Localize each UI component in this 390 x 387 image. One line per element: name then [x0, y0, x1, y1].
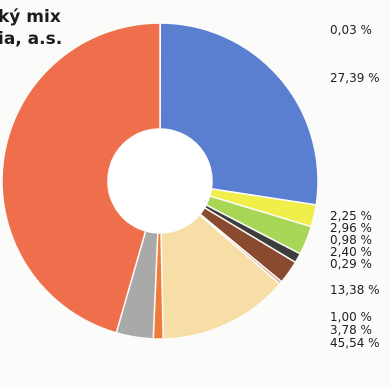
slice-label-7: 13,38 %: [330, 283, 380, 297]
chart-title: ký mix ia, a.s.: [0, 6, 94, 50]
slice-label-4: 0,98 %: [330, 233, 372, 247]
slice-label-5: 2,40 %: [330, 245, 372, 259]
slice-label-8: 1,00 %: [330, 310, 372, 324]
donut-hole: [108, 129, 212, 233]
slice-label-0: 0,03 %: [330, 23, 372, 37]
chart-title-line-1: ký mix: [0, 7, 61, 27]
slice-label-1: 27,39 %: [330, 71, 380, 85]
slice-label-10: 45,54 %: [330, 336, 380, 350]
slice-label-2: 2,25 %: [330, 209, 372, 223]
slice-label-9: 3,78 %: [330, 323, 372, 337]
slices-group: [1, 22, 319, 340]
slice-label-6: 0,29 %: [330, 257, 372, 271]
slice-label-3: 2,96 %: [330, 221, 372, 235]
chart-title-line-2: ia, a.s.: [0, 29, 63, 49]
